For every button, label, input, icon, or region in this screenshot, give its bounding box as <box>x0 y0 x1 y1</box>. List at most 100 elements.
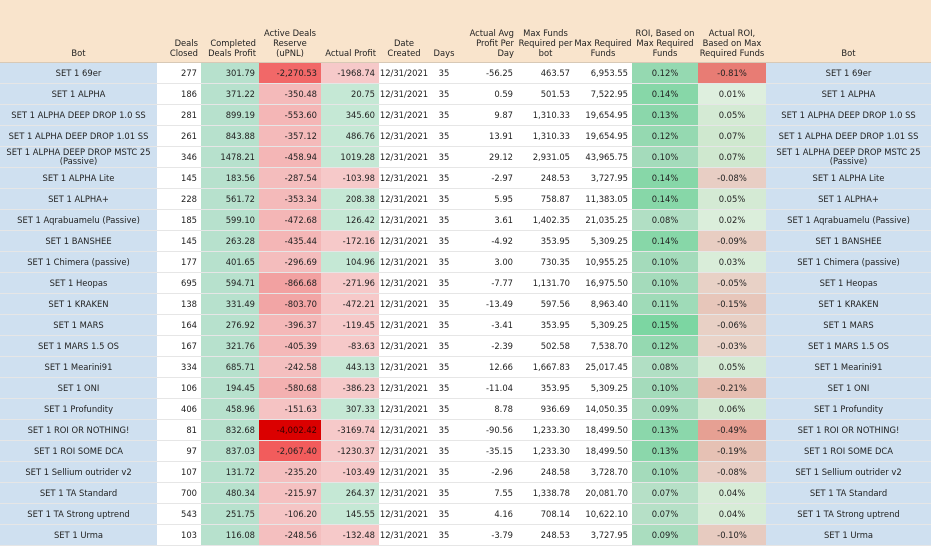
avg-profit-cell[interactable]: -11.04 <box>459 377 517 399</box>
date-created-cell[interactable]: 12/31/2021 <box>379 188 429 210</box>
actual-roi-cell[interactable]: -0.19% <box>698 440 766 462</box>
actual-roi-cell[interactable]: 0.02% <box>698 209 766 231</box>
col-header-bot-right[interactable]: Bot <box>766 0 931 63</box>
completed-profit-cell[interactable]: 837.03 <box>201 440 259 462</box>
days-cell[interactable]: 35 <box>429 398 459 420</box>
roi-cell[interactable]: 0.09% <box>632 398 698 420</box>
active-reserve-cell[interactable]: -287.54 <box>259 167 321 189</box>
max-funds-per-bot-cell[interactable]: 1,131.70 <box>517 272 574 294</box>
max-required-funds-cell[interactable]: 19,654.95 <box>574 104 632 126</box>
days-cell[interactable]: 35 <box>429 335 459 357</box>
avg-profit-cell[interactable]: -7.77 <box>459 272 517 294</box>
avg-profit-cell[interactable]: -2.39 <box>459 335 517 357</box>
bot-name-right-cell[interactable]: SET 1 Chimera (passive) <box>766 251 931 273</box>
col-header-date-created[interactable]: Date Created <box>379 0 429 63</box>
col-header-max-funds-per-bot[interactable]: Max Funds Required per bot <box>517 0 574 63</box>
date-created-cell[interactable]: 12/31/2021 <box>379 461 429 483</box>
actual-profit-cell[interactable]: -472.21 <box>321 293 379 315</box>
actual-roi-cell[interactable]: 0.03% <box>698 251 766 273</box>
bot-name-right-cell[interactable]: SET 1 ALPHA <box>766 83 931 105</box>
date-created-cell[interactable]: 12/31/2021 <box>379 251 429 273</box>
actual-profit-cell[interactable]: -119.45 <box>321 314 379 336</box>
actual-roi-cell[interactable]: 0.07% <box>698 146 766 168</box>
col-header-avg-profit[interactable]: Actual Avg Profit Per Day <box>459 0 517 63</box>
avg-profit-cell[interactable]: 8.78 <box>459 398 517 420</box>
max-funds-per-bot-cell[interactable]: 1,310.33 <box>517 104 574 126</box>
completed-profit-cell[interactable]: 594.71 <box>201 272 259 294</box>
completed-profit-cell[interactable]: 599.10 <box>201 209 259 231</box>
active-reserve-cell[interactable]: -472.68 <box>259 209 321 231</box>
max-funds-per-bot-cell[interactable]: 248.58 <box>517 461 574 483</box>
roi-cell[interactable]: 0.13% <box>632 104 698 126</box>
actual-roi-cell[interactable]: 0.04% <box>698 482 766 504</box>
days-cell[interactable]: 35 <box>429 62 459 84</box>
date-created-cell[interactable]: 12/31/2021 <box>379 167 429 189</box>
max-required-funds-cell[interactable]: 3,727.95 <box>574 167 632 189</box>
max-funds-per-bot-cell[interactable]: 1,233.30 <box>517 440 574 462</box>
date-created-cell[interactable]: 12/31/2021 <box>379 125 429 147</box>
completed-profit-cell[interactable]: 263.28 <box>201 230 259 252</box>
roi-cell[interactable]: 0.12% <box>632 62 698 84</box>
bot-name-cell[interactable]: SET 1 BANSHEE <box>0 230 157 252</box>
max-required-funds-cell[interactable]: 3,728.70 <box>574 461 632 483</box>
date-created-cell[interactable]: 12/31/2021 <box>379 335 429 357</box>
max-required-funds-cell[interactable]: 7,522.95 <box>574 83 632 105</box>
max-funds-per-bot-cell[interactable]: 1,402.35 <box>517 209 574 231</box>
date-created-cell[interactable]: 12/31/2021 <box>379 293 429 315</box>
bot-name-right-cell[interactable]: SET 1 ALPHA DEEP DROP 1.01 SS <box>766 125 931 147</box>
actual-roi-cell[interactable]: 0.05% <box>698 188 766 210</box>
actual-profit-cell[interactable]: -386.23 <box>321 377 379 399</box>
date-created-cell[interactable]: 12/31/2021 <box>379 398 429 420</box>
bot-name-cell[interactable]: SET 1 MARS <box>0 314 157 336</box>
bot-name-cell[interactable]: SET 1 ALPHA DEEP DROP 1.0 SS <box>0 104 157 126</box>
max-funds-per-bot-cell[interactable]: 1,310.33 <box>517 125 574 147</box>
deals-closed-cell[interactable]: 406 <box>157 398 201 420</box>
days-cell[interactable]: 35 <box>429 377 459 399</box>
completed-profit-cell[interactable]: 401.65 <box>201 251 259 273</box>
actual-roi-cell[interactable]: -0.03% <box>698 335 766 357</box>
max-required-funds-cell[interactable]: 5,309.25 <box>574 314 632 336</box>
max-funds-per-bot-cell[interactable]: 1,338.78 <box>517 482 574 504</box>
max-funds-per-bot-cell[interactable]: 501.53 <box>517 83 574 105</box>
max-required-funds-cell[interactable]: 5,309.25 <box>574 377 632 399</box>
actual-profit-cell[interactable]: -103.98 <box>321 167 379 189</box>
bot-name-cell[interactable]: SET 1 ALPHA Lite <box>0 167 157 189</box>
actual-profit-cell[interactable]: -83.63 <box>321 335 379 357</box>
avg-profit-cell[interactable]: 3.61 <box>459 209 517 231</box>
active-reserve-cell[interactable]: -350.48 <box>259 83 321 105</box>
max-required-funds-cell[interactable]: 10,622.10 <box>574 503 632 525</box>
roi-cell[interactable]: 0.12% <box>632 335 698 357</box>
max-required-funds-cell[interactable]: 16,975.50 <box>574 272 632 294</box>
active-reserve-cell[interactable]: -106.20 <box>259 503 321 525</box>
days-cell[interactable]: 35 <box>429 482 459 504</box>
days-cell[interactable]: 35 <box>429 188 459 210</box>
roi-cell[interactable]: 0.09% <box>632 524 698 546</box>
active-reserve-cell[interactable]: -405.39 <box>259 335 321 357</box>
max-funds-per-bot-cell[interactable]: 463.57 <box>517 62 574 84</box>
bot-name-cell[interactable]: SET 1 ALPHA+ <box>0 188 157 210</box>
active-reserve-cell[interactable]: -866.68 <box>259 272 321 294</box>
date-created-cell[interactable]: 12/31/2021 <box>379 272 429 294</box>
max-required-funds-cell[interactable]: 25,017.45 <box>574 356 632 378</box>
avg-profit-cell[interactable]: 4.16 <box>459 503 517 525</box>
actual-profit-cell[interactable]: -3169.74 <box>321 419 379 441</box>
actual-profit-cell[interactable]: -1968.74 <box>321 62 379 84</box>
active-reserve-cell[interactable]: -580.68 <box>259 377 321 399</box>
max-funds-per-bot-cell[interactable]: 708.14 <box>517 503 574 525</box>
col-header-days[interactable]: Days <box>429 0 459 63</box>
deals-closed-cell[interactable]: 103 <box>157 524 201 546</box>
deals-closed-cell[interactable]: 695 <box>157 272 201 294</box>
date-created-cell[interactable]: 12/31/2021 <box>379 146 429 168</box>
date-created-cell[interactable]: 12/31/2021 <box>379 524 429 546</box>
active-reserve-cell[interactable]: -151.63 <box>259 398 321 420</box>
days-cell[interactable]: 35 <box>429 125 459 147</box>
bot-name-cell[interactable]: SET 1 TA Strong uptrend <box>0 503 157 525</box>
deals-closed-cell[interactable]: 164 <box>157 314 201 336</box>
max-funds-per-bot-cell[interactable]: 502.58 <box>517 335 574 357</box>
max-required-funds-cell[interactable]: 18,499.50 <box>574 419 632 441</box>
days-cell[interactable]: 35 <box>429 356 459 378</box>
bot-name-right-cell[interactable]: SET 1 Sellium outrider v2 <box>766 461 931 483</box>
avg-profit-cell[interactable]: 7.55 <box>459 482 517 504</box>
date-created-cell[interactable]: 12/31/2021 <box>379 62 429 84</box>
max-required-funds-cell[interactable]: 18,499.50 <box>574 440 632 462</box>
